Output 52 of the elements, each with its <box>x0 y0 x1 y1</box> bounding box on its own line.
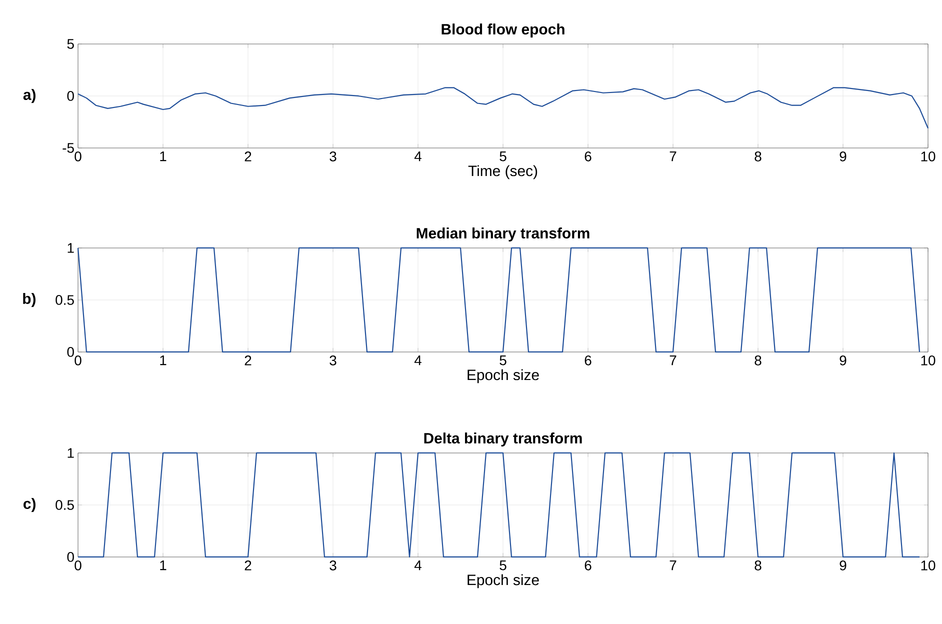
line-series <box>77 87 929 129</box>
x-tick-label: 8 <box>754 560 762 570</box>
chart-title: Blood flow epoch <box>442 24 564 38</box>
x-tick-label: 4 <box>414 560 422 570</box>
x-tick-label: 4 <box>414 356 422 366</box>
x-tick-label: 7 <box>670 152 676 162</box>
x-tick-label: 5 <box>500 560 506 570</box>
x-tick-label: 6 <box>584 151 592 162</box>
y-tick-label: 0 <box>67 347 74 357</box>
x-tick-label: 4 <box>414 152 422 162</box>
x-axis-title: Time (sec) <box>468 165 538 180</box>
text: c) <box>24 498 36 512</box>
x-tick-label: 9 <box>840 560 846 570</box>
y-tick-label: 5 <box>67 39 74 49</box>
x-tick-label: 0 <box>74 560 82 570</box>
text: b) <box>23 293 36 307</box>
x-axis-title: Epoch size <box>468 369 539 384</box>
x-tick-label: 8 <box>754 355 762 366</box>
x-tick-label: 3 <box>330 151 336 162</box>
x-tick-label: 7 <box>670 356 676 366</box>
x-tick-label: 7 <box>670 560 676 570</box>
chart-title: Median binary transform <box>416 228 590 242</box>
x-tick-label: 0 <box>74 355 82 366</box>
x-tick-label: 2 <box>244 560 252 570</box>
y-tick-label: 0.5 <box>56 295 74 305</box>
x-tick-label: 10 <box>921 355 936 366</box>
y-tick-label: -5 <box>62 143 74 153</box>
y-tick-label: 1 <box>68 243 74 253</box>
x-tick-label: 0 <box>74 151 82 162</box>
x-tick-label: 3 <box>330 355 336 366</box>
x-tick-label: 2 <box>244 355 252 366</box>
x-tick-label: 9 <box>840 355 846 366</box>
y-tick-label: 0.5 <box>56 500 74 510</box>
x-tick-label: 5 <box>500 356 506 366</box>
x-tick-label: 3 <box>330 560 336 570</box>
y-tick-label: 0 <box>67 91 74 101</box>
x-tick-label: 10 <box>921 560 936 570</box>
x-tick-label: 9 <box>840 151 846 162</box>
y-tick-label: 0 <box>67 552 74 562</box>
x-tick-label: 2 <box>244 151 252 162</box>
x-tick-label: 8 <box>754 151 762 162</box>
x-tick-label: 1 <box>160 356 166 366</box>
chart-title: Delta binary transform <box>424 432 582 446</box>
x-tick-label: 6 <box>584 560 592 570</box>
x-axis-title: Epoch size <box>468 574 539 588</box>
x-tick-label: 5 <box>500 152 506 162</box>
x-tick-label: 1 <box>160 560 166 570</box>
x-tick-label: 1 <box>160 152 166 162</box>
text: a) <box>23 89 36 103</box>
y-tick-label: 1 <box>68 448 74 458</box>
x-tick-label: 10 <box>921 151 936 162</box>
x-tick-label: 6 <box>584 355 592 366</box>
